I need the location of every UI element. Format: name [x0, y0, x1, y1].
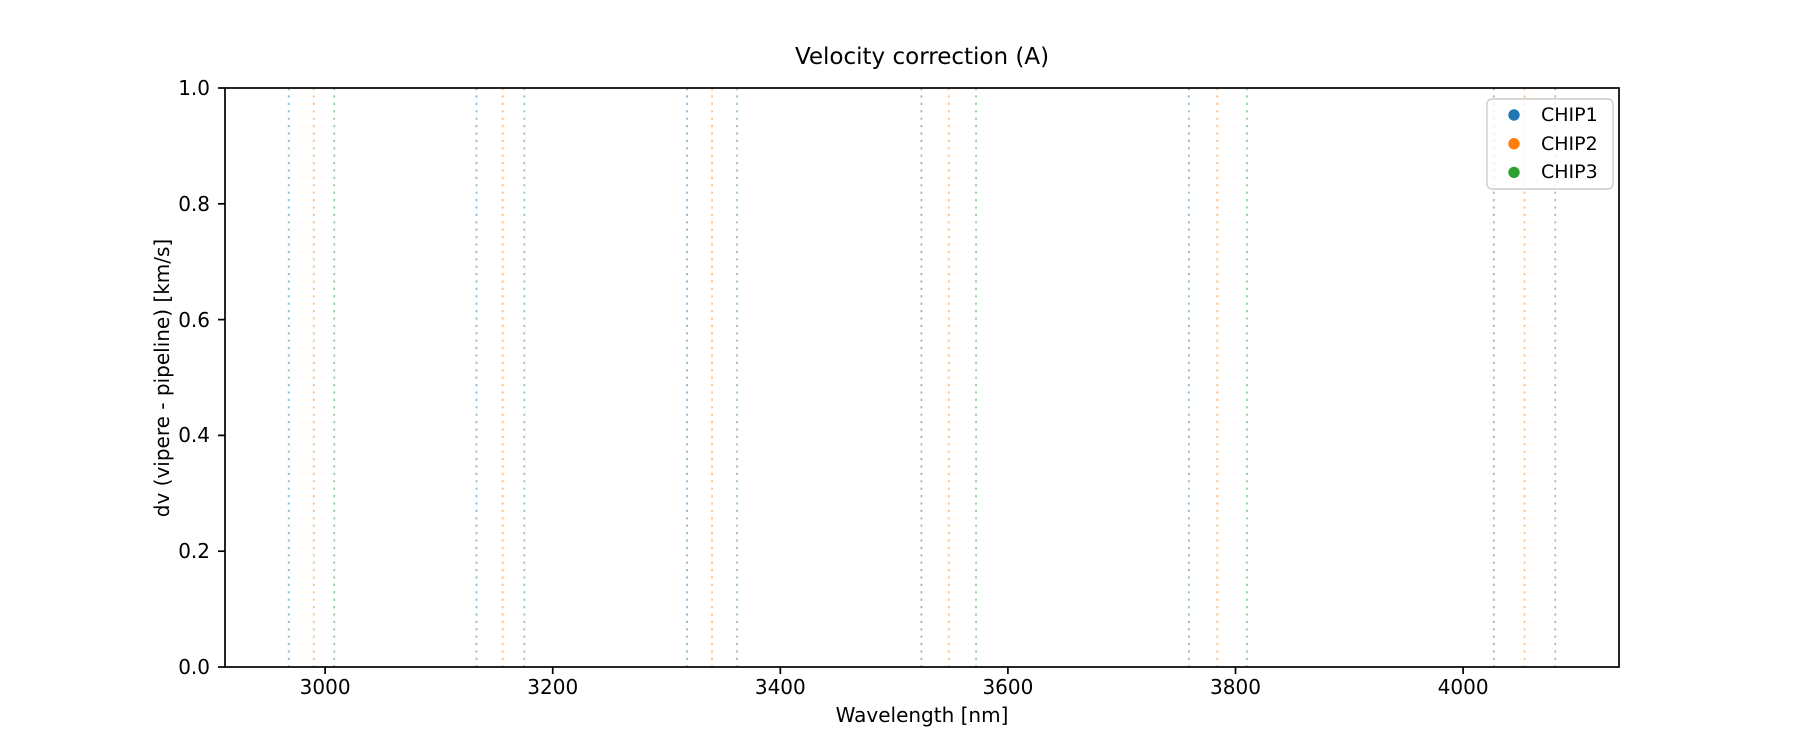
- legend-marker-chip3: [1508, 166, 1520, 179]
- y-tick-label: 0.2: [178, 539, 210, 564]
- x-tick-label: 3000: [299, 675, 351, 699]
- legend-label: CHIP2: [1541, 132, 1598, 155]
- legend-label: CHIP3: [1541, 161, 1598, 184]
- x-tick-label: 3200: [527, 675, 579, 699]
- legend-marker-chip1: [1508, 109, 1520, 121]
- x-tick-label: 4000: [1437, 675, 1489, 699]
- y-tick-label: 0.8: [178, 191, 210, 216]
- x-tick-label: 3800: [1210, 675, 1261, 699]
- x-tick-label: 3600: [982, 675, 1034, 699]
- legend-box: [1486, 98, 1614, 190]
- y-tick-label: 1.0: [178, 76, 210, 100]
- x-tick-label: 3400: [754, 675, 806, 699]
- y-tick-label: 0.0: [178, 655, 210, 679]
- legend-marker-chip2: [1508, 138, 1520, 150]
- x-axis-label: Wavelength [nm]: [835, 703, 1009, 727]
- y-tick-label: 0.4: [178, 423, 210, 448]
- plot-border: [224, 87, 1620, 668]
- y-tick-label: 0.6: [178, 307, 210, 332]
- y-axis-label: dv (vipere - pipeline) [km/s]: [150, 238, 174, 517]
- chart-title: Velocity correction (A): [794, 44, 1050, 70]
- legend-label: CHIP1: [1541, 104, 1598, 126]
